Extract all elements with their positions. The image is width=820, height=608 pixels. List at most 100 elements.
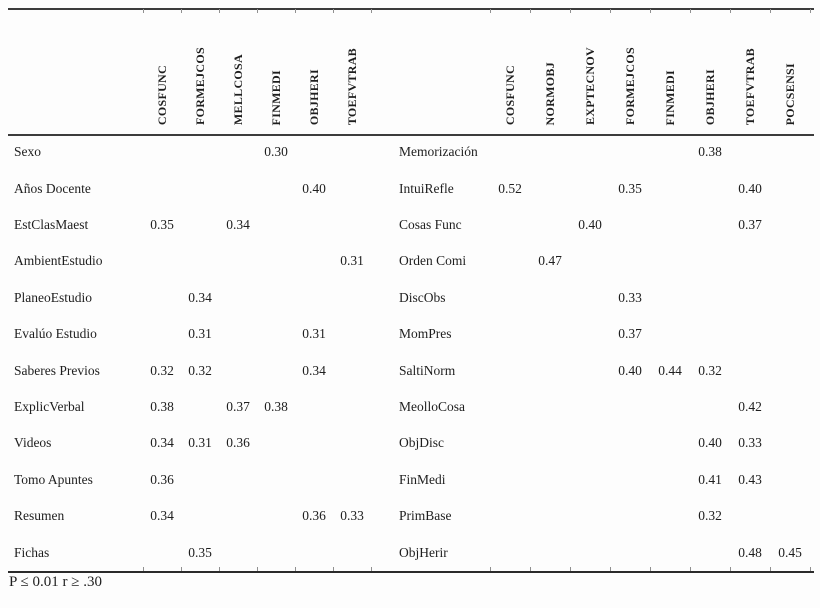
empty-cell	[530, 498, 570, 534]
correlation-value: 0.45	[778, 544, 802, 560]
empty-cell	[295, 462, 333, 498]
empty-cell	[490, 498, 530, 534]
column-divider-tick	[371, 566, 372, 571]
row-label: ObjDisc	[399, 435, 444, 451]
empty-cell	[530, 425, 570, 461]
column-divider-tick	[730, 566, 731, 571]
empty-cell	[530, 534, 570, 570]
empty-cell	[181, 243, 219, 279]
empty-cell	[650, 425, 690, 461]
empty-cell	[610, 462, 650, 498]
column-header-label: NORMOBJ	[542, 61, 557, 125]
empty-cell	[490, 134, 530, 170]
column-divider-tick	[810, 566, 811, 571]
empty-cell	[650, 134, 690, 170]
column-divider-tick	[570, 566, 571, 571]
empty-cell	[490, 316, 530, 352]
empty-cell	[219, 316, 257, 352]
correlation-value: 0.33	[618, 289, 642, 305]
column-header-label: OBJHERI	[306, 68, 321, 125]
row-label: MomPres	[399, 326, 452, 342]
row-label: IntuiRefle	[399, 180, 454, 196]
empty-cell	[610, 498, 650, 534]
column-divider-tick	[730, 9, 731, 13]
correlation-value: 0.32	[698, 362, 722, 378]
row-label: Fichas	[14, 544, 50, 560]
empty-cell	[770, 207, 810, 243]
correlation-value: 0.30	[264, 144, 288, 160]
empty-cell	[770, 462, 810, 498]
empty-cell	[650, 462, 690, 498]
empty-cell	[730, 280, 770, 316]
row-label: Cosas Func	[399, 217, 462, 233]
empty-cell	[770, 280, 810, 316]
column-header: OBJHERI	[690, 10, 730, 134]
empty-cell	[219, 170, 257, 206]
empty-cell	[143, 170, 181, 206]
correlation-value: 0.40	[302, 180, 326, 196]
empty-cell	[490, 389, 530, 425]
empty-cell	[690, 243, 730, 279]
column-divider-tick	[810, 9, 811, 13]
empty-cell	[181, 207, 219, 243]
column-header-label: EXPTECNOV	[582, 46, 597, 125]
correlation-value: 0.34	[302, 362, 326, 378]
empty-cell	[295, 243, 333, 279]
empty-cell	[770, 425, 810, 461]
column-divider-tick	[770, 566, 771, 571]
correlation-value: 0.33	[738, 435, 762, 451]
correlation-value: 0.34	[226, 217, 250, 233]
empty-cell	[530, 207, 570, 243]
correlation-value: 0.38	[698, 144, 722, 160]
column-header: FORMEJCOS	[181, 10, 219, 134]
empty-cell	[219, 280, 257, 316]
empty-cell	[490, 352, 530, 388]
empty-cell	[490, 280, 530, 316]
column-header-label: FORMEJCOS	[192, 46, 207, 125]
empty-cell	[770, 170, 810, 206]
column-divider-tick	[650, 9, 651, 13]
correlation-value: 0.31	[188, 435, 212, 451]
column-divider-tick	[570, 9, 571, 13]
empty-cell	[770, 352, 810, 388]
correlation-value: 0.32	[150, 362, 174, 378]
correlation-value: 0.32	[188, 362, 212, 378]
column-divider-tick	[650, 566, 651, 571]
empty-cell	[143, 280, 181, 316]
column-header-label: TOEFVTRAB	[344, 47, 359, 125]
empty-cell	[690, 316, 730, 352]
empty-cell	[333, 425, 371, 461]
empty-cell	[333, 170, 371, 206]
empty-cell	[570, 389, 610, 425]
empty-cell	[530, 134, 570, 170]
empty-cell	[650, 280, 690, 316]
column-divider-tick	[143, 566, 144, 571]
row-label: AmbientEstudio	[14, 253, 103, 269]
column-header-label: OBJHERI	[702, 68, 717, 125]
column-header: NORMOBJ	[530, 10, 570, 134]
empty-cell	[770, 389, 810, 425]
empty-cell	[690, 389, 730, 425]
empty-cell	[570, 134, 610, 170]
empty-cell	[570, 170, 610, 206]
correlation-table-right: COSFUNC NORMOBJ EXPTECNOV FORMEJCOS FINMEDI O…	[393, 9, 811, 571]
correlation-value: 0.41	[698, 471, 722, 487]
row-label: PlaneoEstudio	[14, 289, 92, 305]
empty-cell	[730, 316, 770, 352]
column-divider-tick	[610, 566, 611, 571]
column-header-label: POCSENSI	[782, 62, 797, 125]
correlation-value: 0.37	[738, 217, 762, 233]
correlation-value: 0.40	[698, 435, 722, 451]
empty-cell	[570, 280, 610, 316]
correlation-value: 0.40	[738, 180, 762, 196]
empty-cell	[610, 207, 650, 243]
empty-cell	[770, 316, 810, 352]
column-header: TOEFVTRAB	[333, 10, 371, 134]
row-label: Videos	[14, 435, 52, 451]
empty-cell	[570, 243, 610, 279]
correlation-value: 0.31	[302, 326, 326, 342]
column-divider-tick	[333, 9, 334, 13]
empty-cell	[530, 170, 570, 206]
significance-footnote: P ≤ 0.01 r ≥ .30	[9, 574, 102, 590]
correlation-table-left: COSFUNC FORMEJCOS MELLCOSA FINMEDI OBJHERI TO…	[8, 9, 372, 571]
